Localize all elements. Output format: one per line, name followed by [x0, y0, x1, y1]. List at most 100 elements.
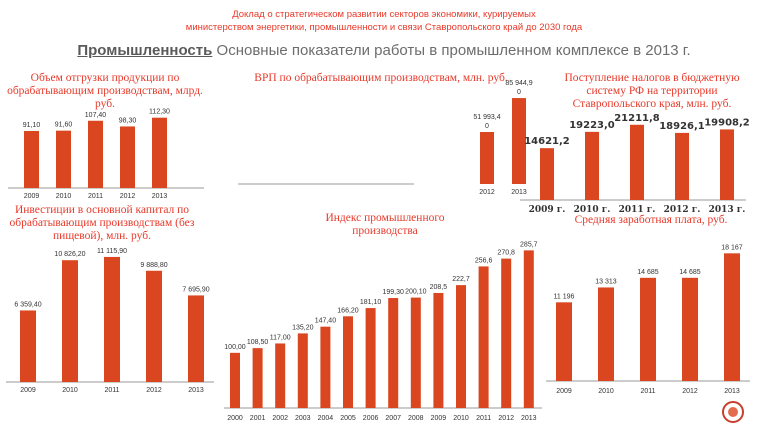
chart-title-investment: Инвестиции в основной капитал по обрабат… — [9, 204, 195, 242]
chart-grp: 51 993,4 0 2012 85 944,9 0 2013 — [238, 80, 533, 196]
bar-2013 — [152, 117, 167, 188]
header-line-2: министерством энергетики, промышленности… — [185, 22, 583, 33]
bar-2013 г. — [720, 129, 734, 200]
bar-2006 — [365, 308, 376, 408]
category-label: 2011 — [476, 415, 491, 422]
category-label: 2010 — [56, 193, 72, 200]
value-label: 135,20 — [292, 324, 314, 331]
value-label: 100,00 — [224, 344, 246, 351]
category-label: 2008 — [408, 415, 424, 422]
category-label: 2007 — [385, 415, 401, 422]
bar-2011 — [104, 256, 120, 382]
category-label: 2009 — [24, 193, 40, 200]
value-label: 98,30 — [119, 117, 137, 124]
category-label: 2009 — [431, 415, 447, 422]
report-header: Доклад о стратегическом развитии секторо… — [0, 8, 768, 34]
slide-subtitle: Промышленность Основные показатели работ… — [0, 42, 768, 59]
value-label: 10 826,20 — [54, 251, 85, 258]
category-label: 2010 — [598, 388, 614, 395]
bar-2012 — [480, 132, 494, 184]
bar-2013 — [188, 295, 204, 382]
value-label: 91,10 — [23, 122, 41, 129]
value-label: 208,5 — [430, 284, 448, 291]
chart-title-shipment: Объем отгрузки продукции по обрабатывающ… — [7, 72, 203, 110]
value-label: 19223,0 — [569, 120, 615, 131]
bar-2007 — [388, 298, 399, 408]
category-label: 2013 — [724, 388, 740, 395]
bar-2011 — [478, 266, 489, 408]
category-label: 2013 — [511, 189, 527, 196]
chart-title-taxes: Поступление налогов в бюджетную систему … — [564, 72, 740, 110]
value-label: 108,50 — [247, 339, 269, 346]
value-label: 285,7 — [520, 241, 538, 248]
category-label: 2001 — [250, 415, 266, 422]
value-label: 7 695,90 — [182, 286, 209, 293]
category-label: 2003 — [295, 415, 311, 422]
bar-2010 г. — [585, 131, 599, 200]
value-label: 107,40 — [85, 112, 107, 119]
category-label: 2006 — [363, 415, 379, 422]
value-label: 199,30 — [382, 289, 404, 296]
bar-2009 — [24, 130, 39, 188]
bar-2012 — [146, 270, 162, 382]
category-label: 2013 — [521, 415, 537, 422]
bar-2009 — [20, 310, 36, 382]
slide-number-badge — [722, 401, 744, 423]
value-label: 200,10 — [405, 289, 427, 296]
value-label: 222,7 — [452, 276, 470, 283]
category-label: 2011 г. — [619, 205, 656, 215]
value-label: 18 167 — [721, 244, 743, 251]
bar-2009 — [433, 292, 444, 408]
category-label: 2012 — [120, 193, 136, 200]
value-label: 14 685 — [679, 269, 701, 276]
chart-title-grp: ВРП по обрабатывающим производствам, млн… — [254, 72, 508, 84]
category-label: 2009 г. — [529, 205, 566, 215]
value-label: 270,8 — [497, 250, 515, 257]
subtitle-strong: Промышленность — [77, 42, 213, 59]
category-label: 2000 — [227, 415, 243, 422]
value-label: 166,20 — [337, 307, 359, 314]
category-label: 2012 г. — [664, 205, 701, 215]
chart-index: 100,00 2000 108,50 2001 117,00 2002 135,20 2003… — [224, 241, 542, 422]
subtitle-rest: Основные показатели работы в промышленно… — [212, 42, 691, 59]
value-label: 181,10 — [360, 299, 382, 306]
chart-salary: 11 196 2009 13 313 2010 14 685 2011 14 685 2012… — [546, 244, 750, 395]
value-label: 147,40 — [315, 318, 337, 325]
value-label: 112,30 — [149, 109, 170, 116]
bar-2009 г. — [540, 148, 554, 200]
chart-title-index: Индекс промышленного производства — [325, 212, 445, 237]
bar-2011 г. — [630, 124, 644, 200]
chart-title-salary: Средняя заработная плата, руб. — [574, 214, 728, 226]
value-label: 13 313 — [595, 278, 617, 285]
value-label: 85 944,9 0 — [505, 80, 532, 96]
bar-2012 — [501, 258, 512, 408]
bar-2010 — [56, 130, 71, 188]
bar-2013 — [512, 98, 526, 184]
category-label: 2009 — [20, 387, 36, 394]
bar-2013 — [523, 250, 534, 408]
category-label: 2012 — [479, 189, 495, 196]
bar-2012 — [120, 126, 135, 188]
category-label: 2010 — [62, 387, 78, 394]
category-label: 2013 г. — [709, 205, 746, 215]
bar-2010 — [598, 287, 614, 381]
chart-taxes: 14621,2 2009 г. 19223,0 2010 г. 21211,8 2011 … — [520, 113, 750, 215]
bar-2011 — [88, 120, 103, 188]
category-label: 2011 — [640, 388, 655, 395]
value-label: 18926,1 — [659, 121, 705, 132]
value-label: 51 993,4 0 — [473, 114, 500, 130]
value-label: 6 359,40 — [14, 301, 41, 308]
bar-2002 — [275, 343, 286, 408]
category-label: 2012 — [498, 415, 514, 422]
value-label: 14621,2 — [524, 136, 570, 147]
value-label: 14 685 — [637, 269, 659, 276]
category-label: 2010 г. — [574, 205, 611, 215]
category-label: 2002 — [272, 415, 288, 422]
bar-2003 — [297, 333, 308, 408]
bar-2004 — [320, 326, 331, 408]
chart-shipment: 91,10 2009 91,60 2010 107,40 2011 98,30 2012 112… — [8, 109, 204, 200]
category-label: 2013 — [152, 193, 168, 200]
value-label: 9 888,80 — [140, 262, 167, 269]
category-label: 2012 — [146, 387, 162, 394]
value-label: 117,00 — [270, 334, 291, 341]
